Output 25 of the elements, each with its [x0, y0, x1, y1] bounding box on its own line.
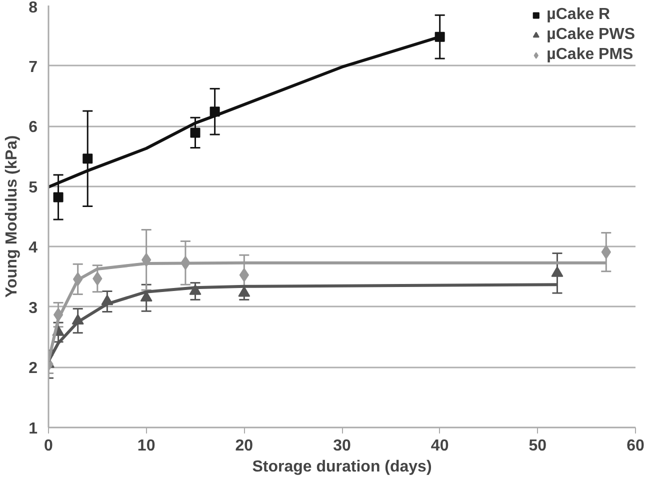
x-axis-title: Storage duration (days): [252, 458, 432, 476]
point: [82, 154, 93, 164]
y-tick-label: 3: [28, 300, 38, 317]
y-tick-label: 8: [28, 0, 38, 16]
x-tick-label: 10: [137, 438, 156, 454]
y-tick-label: 1: [28, 420, 38, 438]
legend-label: µCake PMS: [546, 46, 634, 64]
x-tick-label: 40: [430, 438, 449, 454]
y-tick-label: 4: [28, 240, 38, 257]
x-tick-label: 30: [333, 438, 351, 454]
point: [190, 128, 200, 138]
legend-label: µCake PWS: [546, 26, 635, 44]
y-tick-label: 6: [28, 119, 38, 136]
point: [551, 266, 564, 277]
y-tick-label: 5: [28, 179, 38, 196]
x-tick-label: 20: [235, 438, 254, 454]
y-tick-label: 7: [28, 58, 38, 76]
x-tick-label: 60: [626, 438, 644, 454]
y-tick-label: 2: [28, 360, 38, 378]
x-tick-label: 50: [528, 438, 547, 454]
x-tick-label: 0: [44, 438, 54, 454]
y-axis-title: Young Modulus (kPa): [4, 135, 21, 298]
legend-label: µCake R: [546, 6, 610, 24]
point: [238, 286, 250, 297]
point: [53, 192, 64, 202]
